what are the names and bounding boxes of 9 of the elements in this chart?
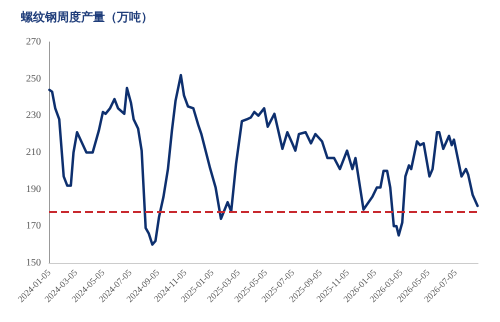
line-series	[48, 74, 479, 246]
y-tick-label: 230	[26, 110, 41, 122]
chart-title: 螺纹钢周度产量（万吨）	[20, 10, 153, 24]
y-tick-label: 150	[26, 258, 41, 268]
y-tick-label: 190	[26, 184, 41, 195]
y-tick-label: 270	[26, 36, 41, 48]
y-tick-label: 170	[26, 220, 41, 232]
y-tick-label: 250	[26, 73, 41, 84]
y-tick-label: 210	[26, 147, 41, 158]
